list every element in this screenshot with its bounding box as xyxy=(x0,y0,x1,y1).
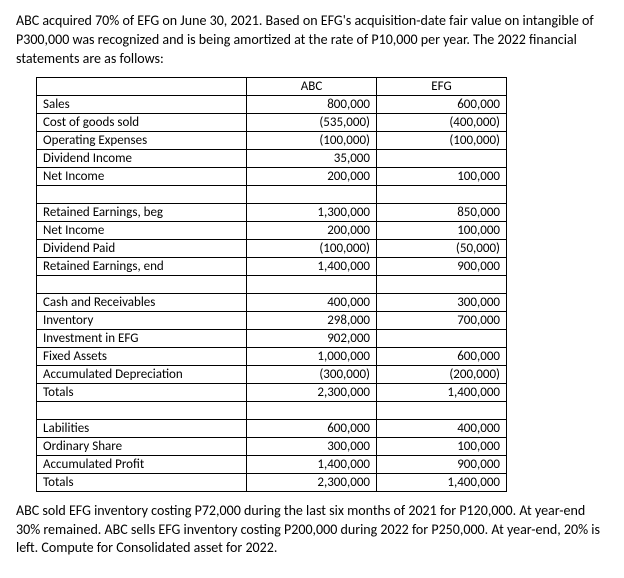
section-separator xyxy=(37,185,507,203)
cell-abc: (535,000) xyxy=(247,113,377,131)
section-separator xyxy=(37,275,507,293)
cell-efg: 100,000 xyxy=(377,437,507,455)
header-efg: EFG xyxy=(377,77,507,95)
table-row: Fixed Assets1,000,000600,000 xyxy=(37,347,507,365)
table-row: Operating Expenses(100,000)(100,000) xyxy=(37,131,507,149)
row-label: Totals xyxy=(37,473,247,491)
cell-abc: 200,000 xyxy=(247,221,377,239)
cell-efg: 100,000 xyxy=(377,167,507,185)
table-row: Dividend Paid(100,000)(50,000) xyxy=(37,239,507,257)
table-row: Accumulated Depreciation(300,000)(200,00… xyxy=(37,365,507,383)
table-row: Ordinary Share300,000100,000 xyxy=(37,437,507,455)
cell-abc: 600,000 xyxy=(247,419,377,437)
cell-abc: 300,000 xyxy=(247,437,377,455)
cell-efg xyxy=(377,149,507,167)
table-row: Cash and Receivables400,000300,000 xyxy=(37,293,507,311)
cell-efg: (400,000) xyxy=(377,113,507,131)
cell-efg: 700,000 xyxy=(377,311,507,329)
cell-efg: (100,000) xyxy=(377,131,507,149)
cell-abc: 400,000 xyxy=(247,293,377,311)
header-abc: ABC xyxy=(247,77,377,95)
cell-abc: 298,000 xyxy=(247,311,377,329)
table-row: Sales800,000600,000 xyxy=(37,95,507,113)
table-row: Net Income200,000100,000 xyxy=(37,221,507,239)
row-label: Fixed Assets xyxy=(37,347,247,365)
cell-abc: 1,400,000 xyxy=(247,257,377,275)
row-label: Totals xyxy=(37,383,247,401)
row-label: Dividend Paid xyxy=(37,239,247,257)
cell-abc: 800,000 xyxy=(247,95,377,113)
cell-abc: 902,000 xyxy=(247,329,377,347)
cell-efg: 1,400,000 xyxy=(377,383,507,401)
cell-abc: (100,000) xyxy=(247,239,377,257)
row-label: Ordinary Share xyxy=(37,437,247,455)
table-row: Retained Earnings, end1,400,000900,000 xyxy=(37,257,507,275)
table-row: Net Income200,000100,000 xyxy=(37,167,507,185)
intro-paragraph: ABC acquired 70% of EFG on June 30, 2021… xyxy=(16,12,608,69)
row-label: Retained Earnings, beg xyxy=(37,203,247,221)
row-label: Inventory xyxy=(37,311,247,329)
cell-efg: 600,000 xyxy=(377,95,507,113)
row-label: Cash and Receivables xyxy=(37,293,247,311)
table-row: Totals2,300,0001,400,000 xyxy=(37,383,507,401)
table-row: Totals2,300,0001,400,000 xyxy=(37,473,507,491)
table-header-row: ABC EFG xyxy=(37,77,507,95)
cell-efg: 900,000 xyxy=(377,455,507,473)
table-row: Investment in EFG902,000 xyxy=(37,329,507,347)
row-label: Investment in EFG xyxy=(37,329,247,347)
cell-abc: 1,000,000 xyxy=(247,347,377,365)
cell-efg: 1,400,000 xyxy=(377,473,507,491)
table-row: Inventory298,000700,000 xyxy=(37,311,507,329)
cell-efg: 600,000 xyxy=(377,347,507,365)
table-row: Labilities600,000400,000 xyxy=(37,419,507,437)
row-label: Dividend Income xyxy=(37,149,247,167)
cell-efg: 100,000 xyxy=(377,221,507,239)
cell-efg: 300,000 xyxy=(377,293,507,311)
cell-abc: 2,300,000 xyxy=(247,383,377,401)
cell-abc: 1,400,000 xyxy=(247,455,377,473)
row-label: Sales xyxy=(37,95,247,113)
row-label: Accumulated Profit xyxy=(37,455,247,473)
cell-efg xyxy=(377,329,507,347)
cell-abc: (300,000) xyxy=(247,365,377,383)
table-row: Cost of goods sold(535,000)(400,000) xyxy=(37,113,507,131)
cell-efg: (200,000) xyxy=(377,365,507,383)
header-blank xyxy=(37,77,247,95)
row-label: Net Income xyxy=(37,167,247,185)
row-label: Operating Expenses xyxy=(37,131,247,149)
row-label: Net Income xyxy=(37,221,247,239)
financial-table: ABC EFG Sales800,000600,000Cost of goods… xyxy=(36,77,507,492)
row-label: Cost of goods sold xyxy=(37,113,247,131)
cell-efg: (50,000) xyxy=(377,239,507,257)
cell-efg: 850,000 xyxy=(377,203,507,221)
row-label: Labilities xyxy=(37,419,247,437)
outro-paragraph: ABC sold EFG inventory costing P72,000 d… xyxy=(16,502,608,559)
cell-abc: 200,000 xyxy=(247,167,377,185)
cell-abc: 35,000 xyxy=(247,149,377,167)
cell-abc: 2,300,000 xyxy=(247,473,377,491)
row-label: Retained Earnings, end xyxy=(37,257,247,275)
section-separator xyxy=(37,401,507,419)
table-row: Dividend Income35,000 xyxy=(37,149,507,167)
cell-abc: (100,000) xyxy=(247,131,377,149)
row-label: Accumulated Depreciation xyxy=(37,365,247,383)
cell-efg: 900,000 xyxy=(377,257,507,275)
table-row: Retained Earnings, beg1,300,000850,000 xyxy=(37,203,507,221)
cell-abc: 1,300,000 xyxy=(247,203,377,221)
table-row: Accumulated Profit1,400,000900,000 xyxy=(37,455,507,473)
cell-efg: 400,000 xyxy=(377,419,507,437)
